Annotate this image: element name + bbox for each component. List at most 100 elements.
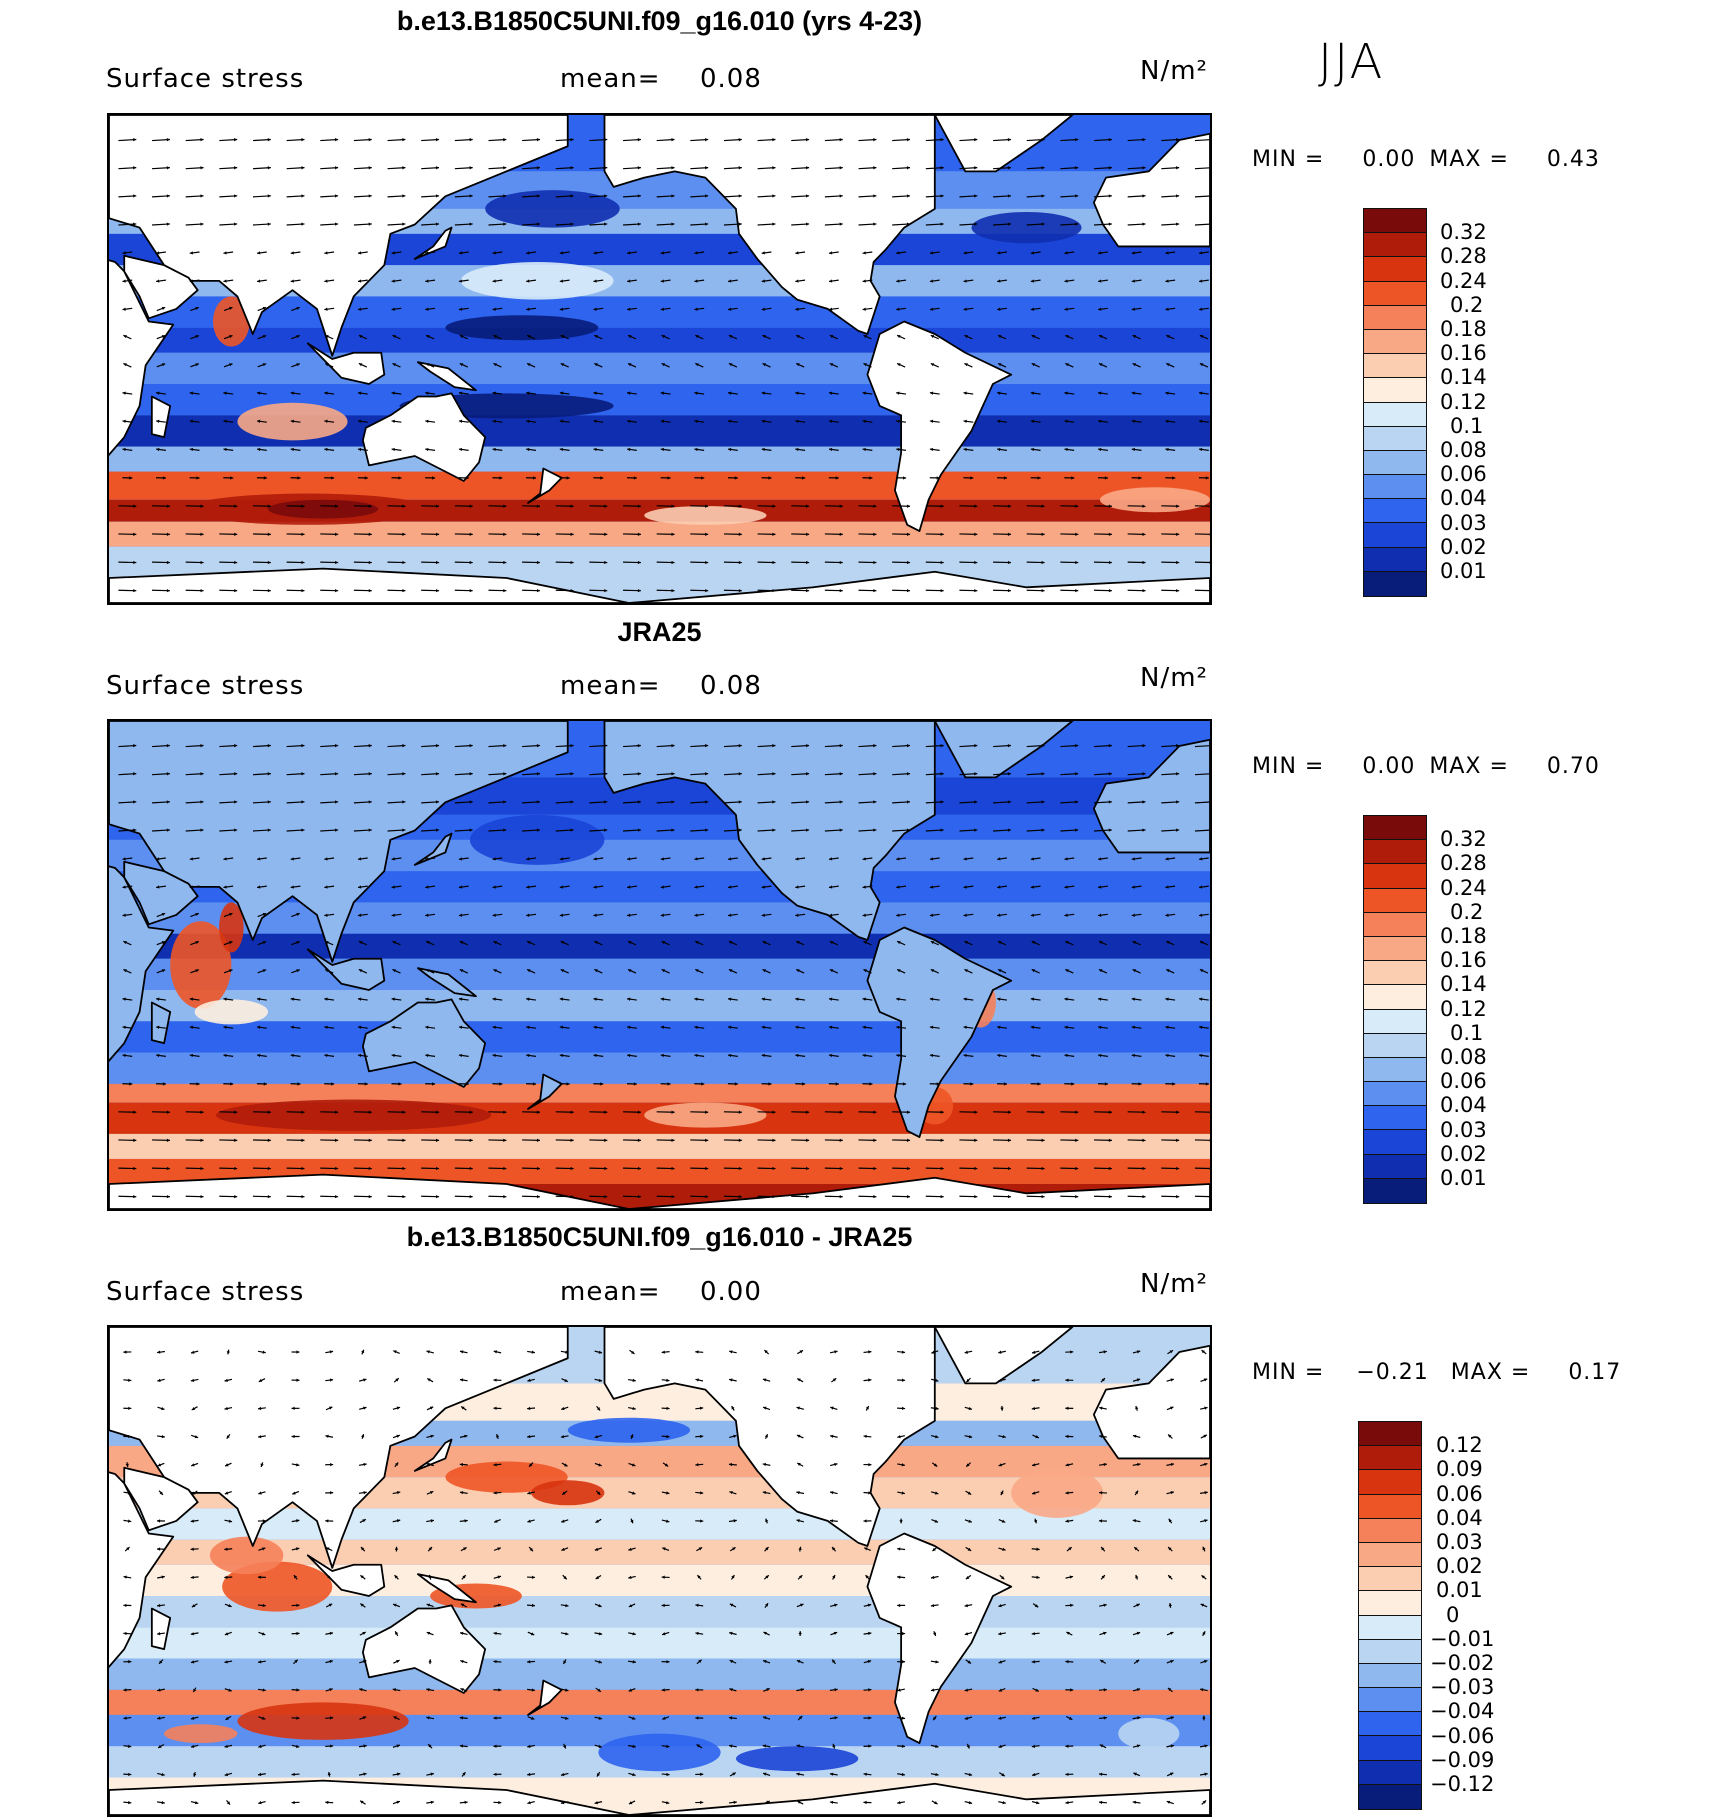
stress-anomaly: [1118, 1718, 1179, 1749]
colorbar-swatch: [1359, 1616, 1421, 1640]
colorbar-swatch: [1364, 985, 1426, 1009]
colorbar-tick-label: 0.03: [1440, 511, 1487, 535]
colorbar-swatch: [1364, 1130, 1426, 1154]
colorbar-swatch: [1364, 1034, 1426, 1058]
colorbar-tick-label: 0.06: [1436, 1482, 1483, 1506]
colorbar-swatch: [1364, 475, 1426, 499]
colorbar-tick-label: 0.32: [1440, 220, 1487, 244]
colorbar-tick-label: 0.16: [1440, 948, 1487, 972]
panel-2-mean-value: 0.08: [700, 671, 762, 701]
stress-anomaly: [195, 999, 268, 1024]
colorbar-tick-label: −0.02: [1430, 1651, 1494, 1675]
panel-1-max-label: MAX =: [1429, 147, 1509, 172]
colorbar-tick-label: 0.24: [1440, 269, 1487, 293]
panel-2-variable: Surface stress: [106, 671, 304, 701]
colorbar-swatch: [1364, 523, 1426, 547]
stress-band: [109, 1627, 1210, 1658]
colorbar-tick-label: 0.01: [1440, 559, 1487, 583]
panel-2-units: N/m²: [1140, 663, 1208, 693]
colorbar-swatch: [1364, 961, 1426, 985]
colorbar-swatch: [1364, 1179, 1426, 1203]
panel-2-minmax: MIN = 0.00 MAX = 0.70: [1252, 754, 1600, 779]
colorbar-tick-label: 0.32: [1440, 827, 1487, 851]
colorbar-tick-label: −0.09: [1430, 1748, 1494, 1772]
colorbar-swatch: [1364, 1058, 1426, 1082]
colorbar-swatch: [1364, 1082, 1426, 1106]
colorbar-swatch: [1364, 840, 1426, 864]
stress-anomaly: [470, 815, 605, 865]
colorbar-swatch: [1364, 378, 1426, 402]
stress-anomaly: [598, 1734, 720, 1772]
stress-anomaly: [971, 212, 1081, 243]
colorbar-swatch: [1364, 354, 1426, 378]
colorbar-swatch: [1364, 572, 1426, 596]
colorbar-swatch: [1364, 451, 1426, 475]
colorbar-swatch: [1359, 1688, 1421, 1712]
colorbar-swatch: [1364, 864, 1426, 888]
colorbar-swatch: [1359, 1736, 1421, 1760]
colorbar-tick-label: 0.02: [1440, 1142, 1487, 1166]
panel-3-min-label: MIN =: [1252, 1360, 1324, 1385]
colorbar-tick-label: 0.08: [1440, 438, 1487, 462]
panel-2-min-label: MIN =: [1252, 754, 1324, 779]
stress-band: [109, 1053, 1210, 1084]
colorbar-swatch: [1364, 889, 1426, 913]
stress-band: [109, 959, 1210, 990]
panel-3-mean-value: 0.00: [700, 1277, 762, 1307]
panel-1-units: N/m²: [1140, 56, 1208, 86]
panel-2-mean-label: mean=: [560, 671, 661, 701]
colorbar-swatch: [1359, 1446, 1421, 1470]
colorbar-tick-label: 0.04: [1440, 486, 1487, 510]
panel-2-colorbar: [1363, 815, 1427, 1204]
panel-2-title: JRA25: [107, 617, 1212, 648]
colorbar-tick-label: 0: [1446, 1603, 1459, 1627]
colorbar-tick-label: 0.14: [1440, 365, 1487, 389]
stress-band: [109, 353, 1210, 384]
stress-band: [109, 934, 1210, 959]
panel-1-mean-label: mean=: [560, 64, 661, 94]
colorbar-tick-label: 0.18: [1440, 317, 1487, 341]
stress-anomaly: [216, 1100, 491, 1131]
colorbar-tick-label: 0.12: [1440, 997, 1487, 1021]
panel-3-title: b.e13.B1850C5UNI.f09_g16.010 - JRA25: [107, 1222, 1212, 1253]
colorbar-tick-label: −0.06: [1430, 1724, 1494, 1748]
panel-1-min-label: MIN =: [1252, 147, 1324, 172]
panel-3-minmax: MIN = −0.21 MAX = 0.17: [1252, 1360, 1621, 1385]
panel-1-mean-value: 0.08: [700, 64, 762, 94]
panel-1-variable: Surface stress: [106, 64, 304, 94]
colorbar-tick-label: 0.01: [1440, 1166, 1487, 1190]
stress-band: [109, 1134, 1210, 1159]
stress-anomaly: [237, 1702, 408, 1740]
colorbar-swatch: [1364, 403, 1426, 427]
panel-3-colorbar: [1358, 1421, 1422, 1810]
colorbar-swatch: [1364, 282, 1426, 306]
colorbar-tick-label: 0.24: [1440, 876, 1487, 900]
panel-3-mean-label: mean=: [560, 1277, 661, 1307]
stress-anomaly: [644, 506, 766, 525]
colorbar-tick-label: −0.01: [1430, 1627, 1494, 1651]
stress-anomaly: [568, 1418, 690, 1443]
panel-1-colorbar: [1363, 208, 1427, 597]
panel-2-map-svg: [109, 721, 1210, 1209]
stress-anomaly: [445, 315, 598, 340]
stress-band: [109, 1021, 1210, 1052]
colorbar-tick-label: 0.1: [1450, 414, 1483, 438]
stress-anomaly: [268, 500, 378, 519]
stress-anomaly: [210, 1537, 283, 1575]
panel-1-minmax: MIN = 0.00 MAX = 0.43: [1252, 147, 1600, 172]
colorbar-swatch: [1364, 233, 1426, 257]
colorbar-swatch: [1359, 1519, 1421, 1543]
colorbar-swatch: [1364, 427, 1426, 451]
colorbar-swatch: [1364, 913, 1426, 937]
colorbar-swatch: [1364, 499, 1426, 523]
panel-1-max-value: 0.43: [1547, 147, 1600, 172]
stress-band: [109, 1659, 1210, 1690]
panel-1-map: [107, 113, 1212, 605]
colorbar-swatch: [1364, 1010, 1426, 1034]
panel-3-max-value: 0.17: [1568, 1360, 1621, 1385]
colorbar-tick-label: 0.2: [1450, 900, 1483, 924]
stress-band: [109, 447, 1210, 472]
colorbar-tick-label: 0.03: [1440, 1118, 1487, 1142]
colorbar-tick-label: 0.01: [1436, 1578, 1483, 1602]
stress-band: [109, 1084, 1210, 1103]
